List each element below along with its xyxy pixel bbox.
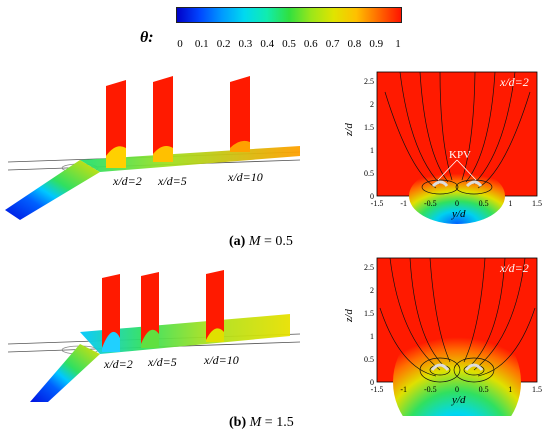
caption-a: (a) M = 0.5 (229, 234, 293, 249)
colorbar-tick: 0 (177, 38, 183, 50)
y-tick-label: 0 (370, 378, 374, 387)
x-tick-label: 1.5 (532, 199, 542, 208)
colorbar-tick: 0.4 (260, 38, 275, 50)
panel-a-contour: KPV x/d=2 -1.5 -1 -0.5 0 0.5 1 1.5 0 0.5 1 1.5 2 2.5… (343, 71, 542, 224)
x-tick-label: 0.5 (479, 199, 489, 208)
contour-b-ticks: -1.5 -1 -0.5 0 0.5 1 1.5 0 0.5 1 1.5 2 2.5 (364, 263, 542, 394)
colorbar-tick: 0.3 (238, 38, 253, 50)
panel-b-3d-view: x/d=2 x/d=5 x/d=10 (7, 270, 301, 402)
y-tick-label: 2 (370, 100, 374, 109)
contour-ylabel: z/d (343, 123, 355, 137)
colorbar-tick: 0.1 (194, 38, 209, 50)
y-tick-label: 2.5 (364, 263, 374, 272)
x-tick-label: -1.5 (371, 385, 384, 394)
colorbar-symbol: θ: (140, 29, 154, 46)
contour-xlabel: y/d (451, 208, 466, 220)
x-tick-label: 1 (508, 199, 512, 208)
x-tick-label: -1 (400, 199, 407, 208)
y-tick-label: 0.5 (364, 169, 374, 178)
caption-b: (b) M = 1.5 (229, 415, 294, 430)
plane-label-10: x/d=10 (203, 353, 239, 367)
x-tick-label: -0.5 (424, 385, 437, 394)
colorbar-tick: 1 (395, 38, 401, 50)
x-tick-label: 1 (508, 385, 512, 394)
plane-label-2: x/d=2 (103, 357, 133, 371)
y-tick-label: 1.5 (364, 309, 374, 318)
x-tick-label: -0.5 (424, 199, 437, 208)
colorbar (176, 7, 402, 23)
x-tick-label: -1 (400, 385, 407, 394)
plane-label-5: x/d=5 (157, 174, 187, 188)
plane-label-2: x/d=2 (112, 174, 142, 188)
y-tick-label: 1 (370, 146, 374, 155)
x-tick-label: -1.5 (371, 199, 384, 208)
colorbar-tick: 0.2 (216, 38, 231, 50)
plane-label-5: x/d=5 (147, 355, 177, 369)
contour-a-ticks: -1.5 -1 -0.5 0 0.5 1 1.5 0 0.5 1 1.5 2 2.5 (364, 77, 542, 208)
contour-inset-label: x/d=2 (499, 75, 529, 89)
colorbar-tick: 0.5 (282, 38, 296, 50)
colorbar-tick: 0.6 (303, 38, 318, 50)
x-tick-label: 1.5 (532, 385, 542, 394)
colorbar-tick: 0.9 (369, 38, 384, 50)
y-tick-label: 2.5 (364, 77, 374, 86)
y-tick-label: 0.5 (364, 355, 374, 364)
contour-ylabel: z/d (343, 309, 355, 323)
colorbar-tick: 0.7 (325, 38, 340, 50)
contour-xlabel: y/d (451, 394, 466, 406)
colorbar-tick: 0.8 (347, 38, 362, 50)
y-tick-label: 1.5 (364, 123, 374, 132)
plane-label-10: x/d=10 (227, 170, 263, 184)
kpv-annotation: KPV (449, 149, 471, 161)
panel-b-contour: x/d=2 -1.5 -1 -0.5 0 0.5 1 1.5 0 0.5 1 1.5 2 2.5 y/d… (343, 257, 542, 416)
contour-inset-label: x/d=2 (499, 261, 529, 275)
y-tick-label: 1 (370, 332, 374, 341)
panel-a-3d-view: x/d=2 x/d=5 x/d=10 (5, 76, 301, 220)
y-tick-label: 2 (370, 286, 374, 295)
x-tick-label: 0.5 (479, 385, 489, 394)
x-tick-label: 0 (455, 199, 459, 208)
y-tick-label: 0 (370, 192, 374, 201)
x-tick-label: 0 (455, 385, 459, 394)
